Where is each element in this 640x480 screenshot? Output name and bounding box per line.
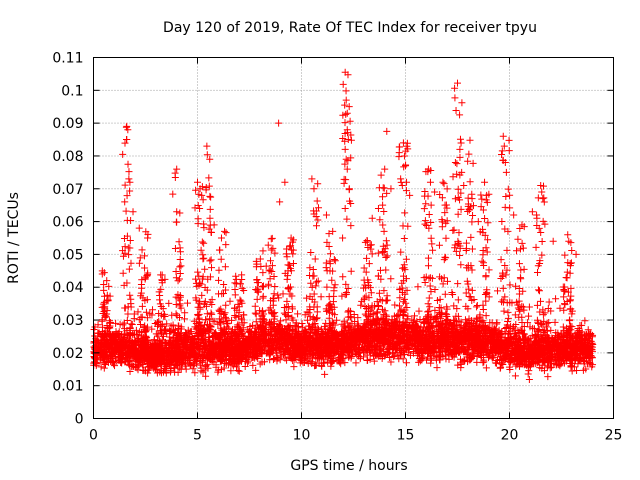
data-point [181, 309, 189, 317]
data-point [183, 299, 191, 307]
data-point [357, 301, 365, 309]
data-point [525, 312, 533, 320]
data-point [298, 320, 306, 328]
data-point [387, 275, 395, 283]
data-point [191, 369, 199, 377]
data-point [566, 316, 574, 324]
data-point [290, 363, 298, 371]
data-points [90, 68, 597, 383]
data-point [482, 364, 490, 372]
data-point [385, 353, 393, 361]
data-point [234, 366, 242, 374]
data-point [520, 323, 528, 331]
data-point [494, 287, 502, 295]
data-point [414, 283, 422, 291]
data-point [556, 304, 564, 312]
data-point [525, 375, 533, 383]
data-point [375, 289, 383, 297]
data-point [212, 361, 220, 369]
data-point [227, 367, 235, 375]
data-point [352, 359, 360, 367]
data-point [399, 355, 407, 363]
data-point [171, 368, 179, 376]
data-point [127, 320, 135, 328]
data-point [279, 290, 287, 298]
data-point [252, 318, 260, 326]
data-point [251, 309, 259, 317]
data-point [391, 301, 399, 309]
data-point [317, 293, 325, 301]
data-point [370, 357, 378, 365]
data-point [473, 301, 481, 309]
data-point [543, 363, 551, 371]
chart-title: Day 120 of 2019, Rate Of TEC Index for r… [163, 20, 537, 36]
data-point [181, 315, 189, 323]
data-point [134, 308, 142, 316]
data-point [226, 297, 234, 305]
data-point [545, 298, 553, 306]
data-point [149, 306, 157, 314]
data-point [303, 294, 311, 302]
data-point [500, 307, 508, 315]
data-point [431, 285, 439, 293]
data-point [333, 316, 341, 324]
data-point [235, 367, 243, 375]
data-point [256, 360, 264, 368]
data-point [325, 314, 333, 322]
data-point [425, 294, 433, 302]
data-point [394, 311, 402, 319]
data-point [387, 358, 395, 366]
data-point [97, 363, 105, 371]
data-point [338, 292, 346, 300]
data-point [165, 299, 173, 307]
data-point [544, 373, 552, 381]
data-point [545, 319, 553, 327]
data-point [345, 307, 353, 315]
data-point [403, 359, 411, 367]
data-point [182, 365, 190, 373]
data-point [473, 358, 481, 366]
data-point [525, 303, 533, 311]
data-point [574, 324, 582, 332]
data-point [220, 364, 228, 372]
data-point [294, 310, 302, 318]
data-point [415, 307, 423, 315]
data-point [321, 370, 329, 378]
data-point [126, 368, 134, 375]
data-point [260, 358, 268, 366]
data-point [552, 295, 560, 303]
data-point [473, 303, 481, 311]
data-point [511, 372, 519, 380]
data-point [202, 372, 210, 380]
data-point [350, 310, 358, 318]
data-point [543, 319, 551, 327]
data-point [427, 359, 435, 367]
data-point [132, 326, 140, 334]
data-point [433, 364, 441, 372]
data-point [112, 319, 120, 327]
data-point [482, 312, 490, 320]
data-point [311, 361, 319, 369]
data-point [233, 363, 241, 371]
data-point [423, 356, 431, 364]
